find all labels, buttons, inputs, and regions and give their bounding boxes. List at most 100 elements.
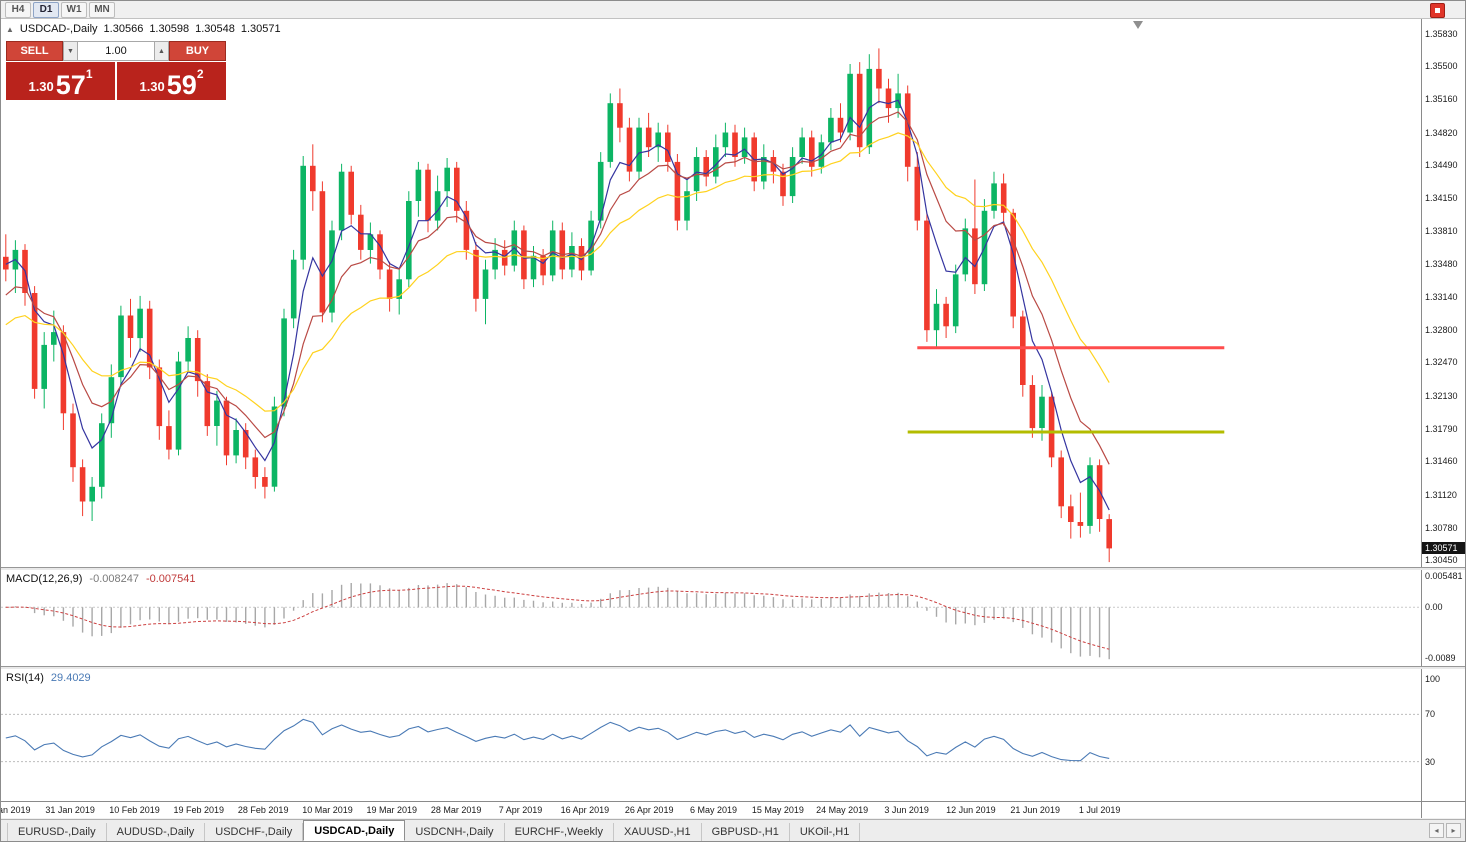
rsi-line bbox=[5, 718, 1110, 762]
rsi-pane[interactable]: RSI(14) 29.4029 bbox=[1, 669, 1421, 801]
chart-tab-eurusd-daily[interactable]: EURUSD-,Daily bbox=[7, 823, 107, 841]
timeframe-button-d1[interactable]: D1 bbox=[33, 1, 59, 18]
chart-tab-ukoil-h1[interactable]: UKOil-,H1 bbox=[790, 823, 861, 841]
price-scale-tick: 1.35830 bbox=[1425, 28, 1458, 39]
chart-tab-usdcad-daily[interactable]: USDCAD-,Daily bbox=[303, 820, 406, 841]
macd-chart-canvas[interactable] bbox=[1, 570, 1421, 666]
date-axis-label: 19 Mar 2019 bbox=[366, 805, 418, 815]
price-scale-tick: 1.31790 bbox=[1425, 424, 1458, 435]
chart-tab-bar: EURUSD-,Daily AUDUSD-,Daily USDCHF-,Daily U… bbox=[1, 819, 1465, 841]
buy-price-big-digits: 59 bbox=[166, 69, 197, 100]
buy-price-pipette: 2 bbox=[196, 67, 204, 81]
sell-price-display[interactable]: 1.30 57 1 bbox=[6, 62, 115, 100]
rsi-scale-tick: 100 bbox=[1425, 674, 1441, 684]
collapse-trade-panel-icon[interactable]: ▲ bbox=[6, 24, 14, 34]
macd-scale-tick: 0.005481 bbox=[1425, 571, 1463, 581]
date-axis-row: 22 Jan 2019 31 Jan 2019 10 Feb 2019 19 Feb … bbox=[1, 801, 1465, 818]
bar-open-value: 1.30566 bbox=[103, 23, 144, 35]
price-scale-tick: 1.34490 bbox=[1425, 159, 1458, 170]
tab-scroll-right-button[interactable]: ▸ bbox=[1446, 823, 1461, 838]
candles-layer bbox=[3, 48, 1112, 563]
date-axis-label: 3 Jun 2019 bbox=[884, 805, 929, 815]
macd-signal-value: -0.007541 bbox=[145, 573, 196, 585]
chart-tab-eurchf-weekly[interactable]: EURCHF-,Weekly bbox=[505, 823, 614, 841]
rsi-scale-tick: 30 bbox=[1425, 756, 1436, 767]
macd-signal-line bbox=[5, 585, 1110, 650]
chart-shift-marker bbox=[1133, 21, 1143, 29]
sell-price-prefix: 1.30 bbox=[28, 79, 54, 94]
ohlc-header: ▲ USDCAD-,Daily 1.30566 1.30598 1.30548 … bbox=[6, 23, 281, 35]
chart-tab-audusd-daily[interactable]: AUDUSD-,Daily bbox=[107, 823, 206, 841]
sell-price-pipette: 1 bbox=[85, 67, 93, 81]
price-scale-tick: 1.35500 bbox=[1425, 60, 1458, 71]
volume-up-button[interactable]: ▲ bbox=[154, 41, 169, 61]
toolbar-red-button[interactable] bbox=[1430, 3, 1445, 18]
one-click-trading-panel: SELL ▼ 1.00 ▲ BUY 1.30 57 1 1.30 59 2 bbox=[6, 41, 226, 100]
date-axis-label: 24 May 2019 bbox=[816, 805, 869, 815]
macd-scale[interactable]: 0.005481 0.00 -0.0089 bbox=[1421, 570, 1465, 666]
tab-scroll-left-button[interactable]: ◂ bbox=[1429, 823, 1444, 838]
macd-pane[interactable]: MACD(12,26,9) -0.008247 -0.007541 bbox=[1, 570, 1421, 666]
date-axis-label: 7 Apr 2019 bbox=[498, 805, 543, 815]
date-axis-label: 15 May 2019 bbox=[751, 805, 804, 815]
rsi-scale-tick: 70 bbox=[1425, 709, 1436, 720]
price-scale-tick: 1.30780 bbox=[1425, 522, 1458, 533]
buy-price-prefix: 1.30 bbox=[139, 79, 165, 94]
date-axis-label: 10 Feb 2019 bbox=[109, 805, 160, 815]
volume-dropdown-button[interactable]: ▼ bbox=[63, 41, 78, 61]
price-scale-tick: 1.33810 bbox=[1425, 226, 1458, 237]
date-axis-label: 28 Feb 2019 bbox=[237, 805, 289, 815]
sell-button[interactable]: SELL bbox=[6, 41, 63, 61]
current-price-tag: 1.30571 bbox=[1422, 542, 1465, 555]
date-axis-label: 16 Apr 2019 bbox=[560, 805, 610, 815]
macd-scale-tick: -0.0089 bbox=[1425, 653, 1456, 663]
chart-tab-gbpusd-h1[interactable]: GBPUSD-,H1 bbox=[702, 823, 790, 841]
main-price-scale[interactable]: 1.30571 1.35830 1.35500 1.35160 1.34820 1.34… bbox=[1421, 19, 1465, 567]
price-scale-tick: 1.31460 bbox=[1425, 456, 1458, 467]
timeframe-button-mn[interactable]: MN bbox=[89, 1, 115, 18]
price-scale-tick: 1.31120 bbox=[1425, 489, 1457, 500]
date-axis-label: 1 Jul 2019 bbox=[1078, 805, 1121, 815]
tab-bar-items: EURUSD-,Daily AUDUSD-,Daily USDCHF-,Daily U… bbox=[7, 820, 861, 841]
price-scale-tick: 1.33480 bbox=[1425, 258, 1458, 269]
price-chart-row: ▲ USDCAD-,Daily 1.30566 1.30598 1.30548 … bbox=[1, 19, 1465, 567]
timeframe-toolbar: H4 D1 W1 MN bbox=[1, 1, 1465, 19]
timeframe-button-h4[interactable]: H4 bbox=[5, 1, 31, 18]
rsi-name: RSI(14) bbox=[6, 672, 44, 684]
date-axis-label: 22 Jan 2019 bbox=[1, 805, 31, 815]
price-scale-tick: 1.30450 bbox=[1425, 555, 1458, 566]
price-chart-pane[interactable]: ▲ USDCAD-,Daily 1.30566 1.30598 1.30548 … bbox=[1, 19, 1421, 567]
pane-divider-rsi[interactable] bbox=[1, 666, 1465, 669]
price-scale-tick: 1.32130 bbox=[1425, 390, 1458, 401]
chart-tab-usdchf-daily[interactable]: USDCHF-,Daily bbox=[205, 823, 304, 841]
volume-input[interactable]: 1.00 bbox=[78, 41, 154, 61]
rsi-chart-canvas[interactable] bbox=[1, 669, 1421, 801]
candlestick-chart-canvas[interactable] bbox=[1, 19, 1421, 567]
date-axis-label: 26 Apr 2019 bbox=[624, 805, 674, 815]
price-scale-tick: 1.33140 bbox=[1425, 291, 1458, 302]
rsi-value: 29.4029 bbox=[50, 672, 91, 684]
rsi-label: RSI(14) 29.4029 bbox=[6, 672, 91, 684]
horizontal-level-lines-layer bbox=[907, 346, 1225, 434]
bar-low-value: 1.30548 bbox=[195, 23, 235, 35]
chart-tab-xauusd-h1[interactable]: XAUUSD-,H1 bbox=[614, 823, 702, 841]
chart-symbol-label: USDCAD-,Daily bbox=[19, 23, 98, 35]
macd-name: MACD(12,26,9) bbox=[6, 573, 83, 585]
date-axis-label: 19 Feb 2019 bbox=[173, 805, 225, 815]
buy-button[interactable]: BUY bbox=[169, 41, 226, 61]
price-scale-tick: 1.34820 bbox=[1425, 127, 1458, 138]
price-scale-tick: 1.32470 bbox=[1425, 357, 1458, 368]
macd-scale-tick: 0.00 bbox=[1425, 602, 1443, 613]
timeframe-button-w1[interactable]: W1 bbox=[61, 1, 87, 18]
date-axis-label: 6 May 2019 bbox=[689, 805, 738, 815]
buy-price-display[interactable]: 1.30 59 2 bbox=[117, 62, 226, 100]
rsi-scale[interactable]: 100 70 30 bbox=[1421, 669, 1465, 801]
pane-divider-macd[interactable] bbox=[1, 567, 1465, 570]
date-axis[interactable]: 22 Jan 2019 31 Jan 2019 10 Feb 2019 19 Feb … bbox=[1, 801, 1421, 818]
macd-main-value: -0.008247 bbox=[89, 573, 139, 585]
date-axis-label: 12 Jun 2019 bbox=[946, 805, 996, 815]
rsi-row: RSI(14) 29.4029 100 70 30 bbox=[1, 669, 1465, 801]
macd-label: MACD(12,26,9) -0.008247 -0.007541 bbox=[6, 573, 196, 585]
moving-averages-layer bbox=[5, 99, 1110, 511]
chart-tab-usdcnh-daily[interactable]: USDCNH-,Daily bbox=[405, 823, 505, 841]
